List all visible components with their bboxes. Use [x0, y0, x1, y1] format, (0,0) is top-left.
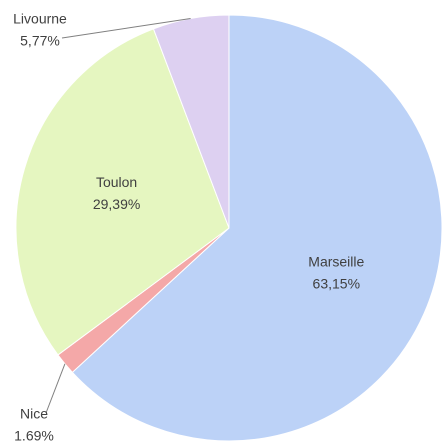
slice-value-label: 29,39% [93, 196, 140, 212]
pie-slice [152, 14, 230, 229]
slice-label: Marseille [308, 254, 364, 270]
leader-line [45, 363, 66, 414]
pie-slice [15, 28, 230, 356]
slice-label: Livourne [13, 11, 67, 27]
leader-line [61, 17, 191, 39]
pie-slice [71, 14, 442, 442]
slice-value-label: 1.69% [14, 428, 54, 444]
slice-label: Nice [20, 406, 48, 422]
slice-value-label: 5,77% [20, 33, 60, 49]
slice-label: Toulon [96, 174, 137, 190]
slice-value-label: 63,15% [313, 276, 360, 292]
